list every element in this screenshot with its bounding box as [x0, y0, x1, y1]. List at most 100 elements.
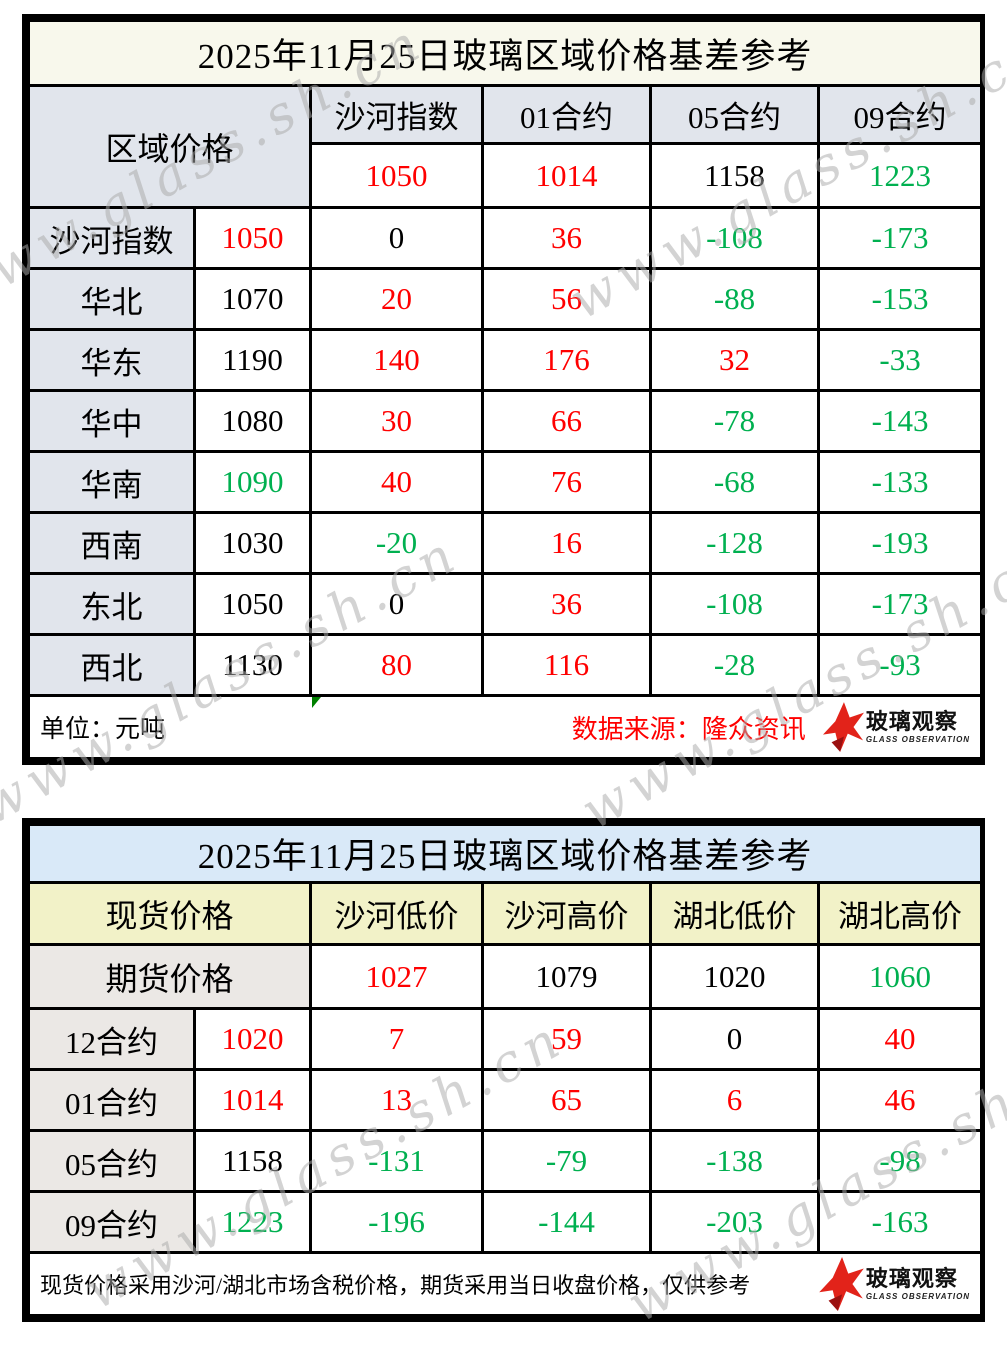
basis-value-cell: 65 — [481, 1068, 652, 1132]
table1-row: 华北 1070 20 56 -88 -153 — [27, 267, 984, 331]
basis-value-cell: -173 — [816, 206, 984, 270]
basis-value-cell: -108 — [649, 572, 820, 636]
contract-price-cell: 1020 — [193, 1007, 312, 1071]
table2-col-header-shahe-low: 沙河低价 — [309, 881, 484, 946]
region-price-cell: 1190 — [193, 328, 312, 392]
basis-value-cell: 80 — [309, 633, 484, 697]
table1-corner-label: 区域价格 — [27, 84, 312, 209]
region-price-cell: 1130 — [193, 633, 312, 697]
basis-value-cell: 16 — [481, 511, 652, 575]
logo-name: 玻璃观察 — [865, 1265, 958, 1291]
contract-price-cell: 1223 — [193, 1190, 312, 1254]
table1-row: 华中 1080 30 66 -78 -143 — [27, 389, 984, 453]
table1-col-header-09-contract: 09合约 — [816, 84, 984, 145]
table2-title: 2025年11月25日玻璃区域价格基差参考 — [26, 823, 984, 884]
basis-value-cell: 30 — [309, 389, 484, 453]
contract-price-cell: 1158 — [193, 1129, 312, 1193]
table2-row: 09合约 1223 -196 -144 -203 -163 — [27, 1190, 984, 1254]
futures-price-cell: 1158 — [649, 142, 820, 209]
basis-value-cell: 32 — [649, 328, 820, 392]
basis-value-cell: -78 — [649, 389, 820, 453]
table1-row: 西南 1030 -20 16 -128 -193 — [27, 511, 984, 575]
region-price-cell: 1050 — [193, 206, 312, 270]
table1-footer: 单位：元吨 数据来源：隆众资讯 玻璃观察 GLASS — [26, 694, 984, 760]
basis-value-cell: -28 — [649, 633, 820, 697]
basis-value-cell: 46 — [816, 1068, 984, 1132]
basis-value-cell: -131 — [309, 1129, 484, 1193]
basis-value-cell: -163 — [816, 1190, 984, 1254]
basis-value-cell: -98 — [816, 1129, 984, 1193]
basis-value-cell: -79 — [481, 1129, 652, 1193]
table1-row: 沙河指数 1050 0 36 -108 -173 — [27, 206, 984, 270]
basis-value-cell: 0 — [649, 1007, 820, 1071]
region-label: 东北 — [27, 572, 196, 636]
basis-value-cell: -138 — [649, 1129, 820, 1193]
logo-name: 玻璃观察 — [865, 708, 958, 734]
table1: 2025年11月25日玻璃区域价格基差参考 区域价格 沙河指数 01合约 05合… — [26, 19, 984, 760]
table2-spot-row-label: 期货价格 — [27, 943, 312, 1010]
spot-price-cell: 1079 — [481, 943, 652, 1010]
basis-value-cell: -20 — [309, 511, 484, 575]
basis-value-cell: -93 — [816, 633, 984, 697]
basis-value-cell: -193 — [816, 511, 984, 575]
basis-value-cell: 76 — [481, 450, 652, 514]
basis-value-cell: 13 — [309, 1068, 484, 1132]
table2-footer: 现货价格采用沙河/湖北市场含税价格，期货采用当日收盘价格，仅供参考 玻璃观察 — [26, 1251, 984, 1317]
basis-value-cell: -173 — [816, 572, 984, 636]
table2-row: 05合约 1158 -131 -79 -138 -98 — [27, 1129, 984, 1193]
basis-value-cell: 40 — [816, 1007, 984, 1071]
logo-star-icon — [818, 1256, 864, 1312]
region-price-cell: 1030 — [193, 511, 312, 575]
region-label: 华北 — [27, 267, 196, 331]
logo-subtitle: GLASS OBSERVATION — [865, 1291, 971, 1301]
basis-value-cell: -108 — [649, 206, 820, 270]
spot-price-cell: 1060 — [816, 943, 984, 1010]
logo-subtitle: GLASS OBSERVATION — [865, 734, 971, 744]
table1-col-header-05-contract: 05合约 — [649, 84, 820, 145]
basis-value-cell: -153 — [816, 267, 984, 331]
spot-price-cell: 1020 — [649, 943, 820, 1010]
logo-star-icon — [822, 701, 864, 753]
spot-price-cell: 1027 — [309, 943, 484, 1010]
basis-value-cell: 7 — [309, 1007, 484, 1071]
table1-title: 2025年11月25日玻璃区域价格基差参考 — [26, 19, 984, 87]
basis-value-cell: 36 — [481, 206, 652, 270]
region-price-cell: 1080 — [193, 389, 312, 453]
region-price-cell: 1050 — [193, 572, 312, 636]
basis-value-cell: -196 — [309, 1190, 484, 1254]
basis-value-cell: 0 — [309, 206, 484, 270]
table1-col-header-shahe-index: 沙河指数 — [309, 84, 484, 145]
region-label: 西北 — [27, 633, 196, 697]
basis-value-cell: 6 — [649, 1068, 820, 1132]
basis-value-cell: -133 — [816, 450, 984, 514]
contract-label: 01合约 — [27, 1068, 196, 1132]
region-price-cell: 1070 — [193, 267, 312, 331]
table2-row: 12合约 1020 7 59 0 40 — [27, 1007, 984, 1071]
table2-corner-label: 现货价格 — [27, 881, 312, 946]
table1-row: 华南 1090 40 76 -68 -133 — [27, 450, 984, 514]
basis-value-cell: -68 — [649, 450, 820, 514]
table1-unit-note: 单位：元吨 — [40, 716, 166, 743]
table1-row: 西北 1130 80 116 -28 -93 — [27, 633, 984, 697]
table2-spot-basis: 2025年11月25日玻璃区域价格基差参考 现货价格 沙河低价 沙河高价 湖北低… — [22, 818, 985, 1322]
basis-value-cell: 66 — [481, 389, 652, 453]
table2-row: 01合约 1014 13 65 6 46 — [27, 1068, 984, 1132]
basis-value-cell: -128 — [649, 511, 820, 575]
table1-col-header-01-contract: 01合约 — [481, 84, 652, 145]
basis-value-cell: -33 — [816, 328, 984, 392]
futures-price-cell: 1050 — [309, 142, 484, 209]
futures-price-cell: 1014 — [481, 142, 652, 209]
basis-value-cell: 36 — [481, 572, 652, 636]
table2-col-header-shahe-high: 沙河高价 — [481, 881, 652, 946]
table2-col-header-hubei-low: 湖北低价 — [649, 881, 820, 946]
basis-value-cell: -144 — [481, 1190, 652, 1254]
table2-footnote: 现货价格采用沙河/湖北市场含税价格，期货采用当日收盘价格，仅供参考 — [40, 1273, 751, 1298]
region-label: 华南 — [27, 450, 196, 514]
region-label: 西南 — [27, 511, 196, 575]
table1-row: 东北 1050 0 36 -108 -173 — [27, 572, 984, 636]
basis-value-cell: 140 — [309, 328, 484, 392]
glass-observation-logo: 玻璃观察 GLASS OBSERVATION — [818, 1256, 970, 1312]
basis-value-cell: 59 — [481, 1007, 652, 1071]
region-label: 沙河指数 — [27, 206, 196, 270]
basis-value-cell: 40 — [309, 450, 484, 514]
